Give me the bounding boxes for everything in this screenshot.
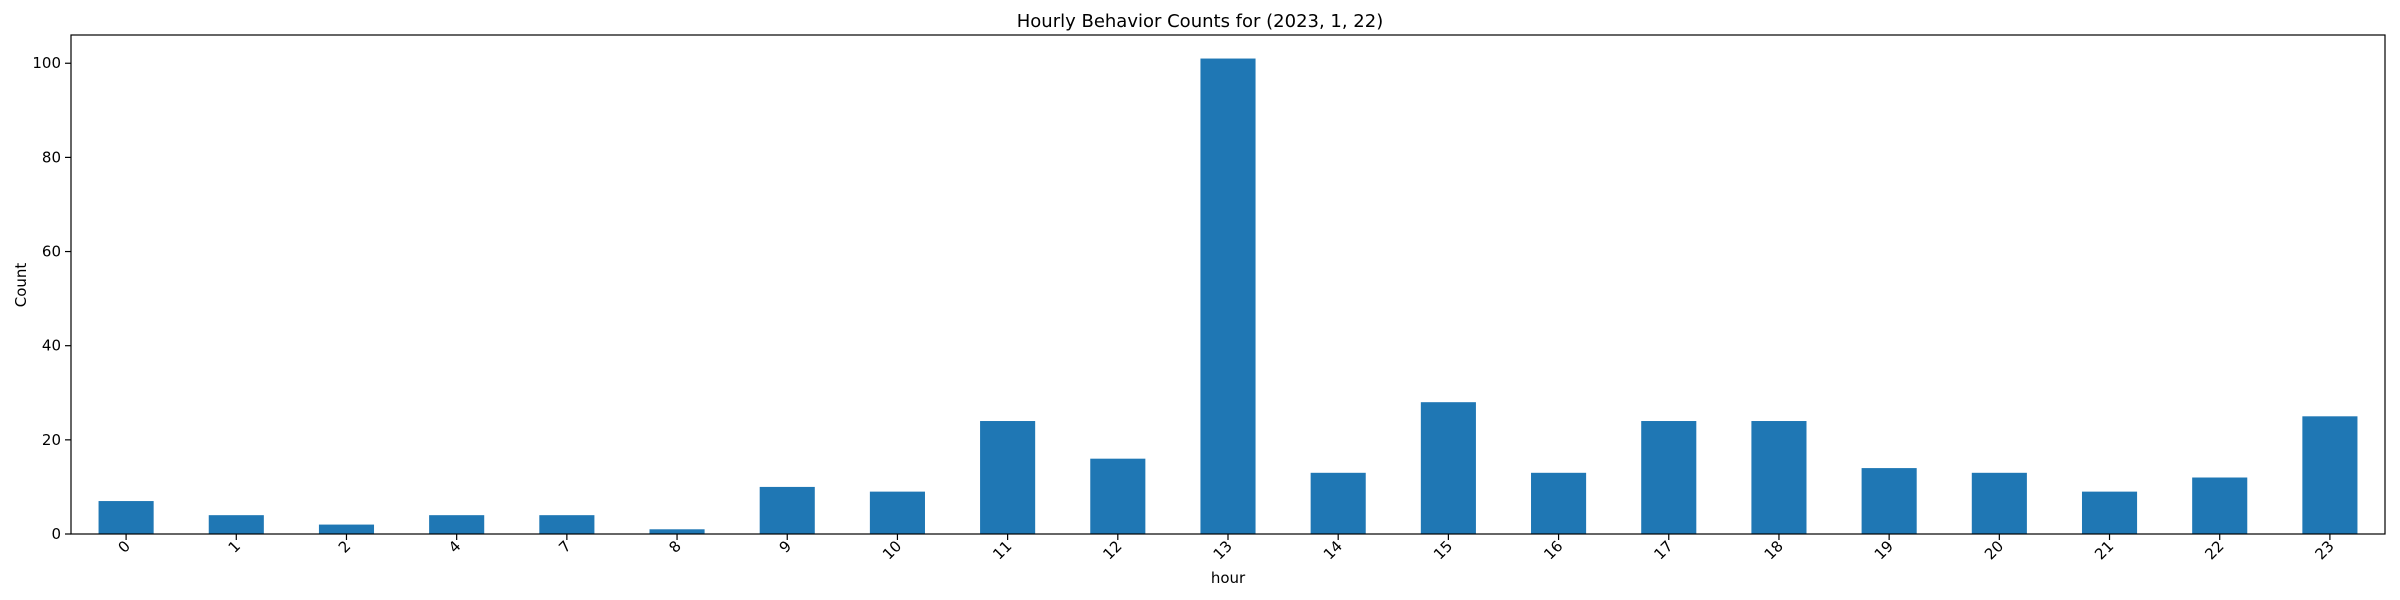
bar-hour-9 [759,486,815,534]
chart-title: Hourly Behavior Counts for (2023, 1, 22) [1017,11,1384,32]
bars-group [98,58,2358,534]
bar-hour-12 [1090,458,1146,534]
x-tick-label: 15 [1430,537,1456,563]
x-tick-label: 16 [1540,537,1566,563]
bar-hour-7 [539,515,595,534]
x-tick-label: 19 [1871,537,1897,563]
bar-hour-13 [1200,58,1256,534]
x-tick-label: 8 [665,537,684,556]
bar-hour-19 [1861,468,1917,534]
bar-hour-0 [98,501,154,534]
bar-hour-22 [2192,477,2248,534]
x-tick-label: 20 [1981,537,2007,563]
y-tick-label: 40 [42,337,61,355]
x-tick-label: 17 [1650,537,1676,563]
bar-hour-2 [318,524,375,534]
x-tick-label: 18 [1761,537,1787,563]
y-tick-label: 60 [42,243,61,261]
y-tick-label: 100 [32,54,61,72]
x-tick-label: 11 [989,537,1015,563]
y-tick-label: 80 [42,148,61,166]
bar-hour-20 [1971,472,2027,534]
y-axis-label: Count [12,263,30,308]
y-tick-label: 0 [51,525,61,543]
x-tick-label: 4 [445,537,464,556]
x-tick-label: 22 [2201,537,2227,563]
y-tick-label: 20 [42,431,61,449]
x-tick-label: 2 [335,537,354,556]
bar-hour-11 [980,421,1036,534]
bar-hour-15 [1420,402,1476,534]
bar-hour-18 [1751,421,1807,534]
bar-hour-1 [208,515,264,534]
x-tick-label: 21 [2091,537,2117,563]
y-axis: 0 20 40 60 80 100 [32,54,71,543]
x-tick-label: 13 [1210,537,1236,563]
x-tick-label: 7 [555,537,574,556]
x-tick-label: 14 [1320,537,1346,563]
x-tick-label: 1 [225,537,244,556]
bar-hour-16 [1531,472,1587,534]
bar-hour-21 [2081,491,2138,534]
x-tick-label: 0 [114,537,133,556]
bar-hour-10 [869,491,925,534]
bar-hour-4 [429,515,485,534]
x-tick-label: 23 [2311,537,2337,563]
x-axis-label: hour [1211,569,1246,587]
x-tick-label: 9 [776,537,795,556]
x-tick-label: 12 [1099,537,1125,563]
plot-frame [70,34,2386,535]
x-axis: 0 1 2 4 7 8 9 10 11 12 13 14 15 16 17 18 19 20 21 22 23 [114,534,2338,563]
bar-hour-8 [649,529,705,534]
bar-hour-14 [1310,472,1366,534]
bar-hour-17 [1641,421,1697,534]
x-tick-label: 10 [879,537,905,563]
bar-hour-23 [2302,416,2358,534]
